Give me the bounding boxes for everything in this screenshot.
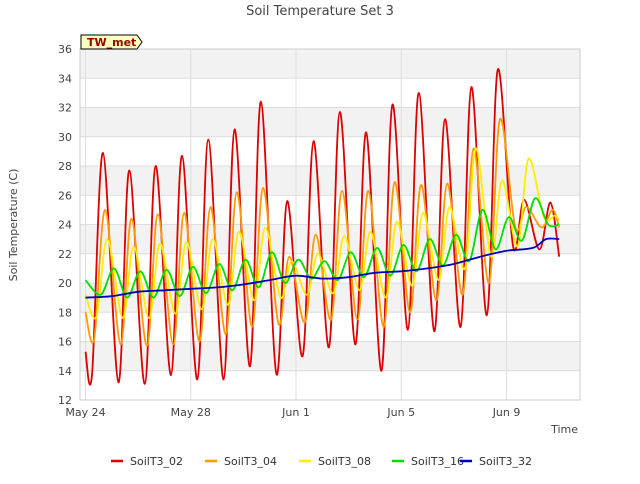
y-axis-label: Soil Temperature (C)	[7, 169, 20, 282]
chart-title: Soil Temperature Set 3	[246, 4, 394, 19]
tw-met-annotation: TW_met	[80, 34, 143, 50]
y-tick-label: 24	[58, 219, 72, 232]
legend-item-soilt3-02: SoilT3_02	[111, 455, 183, 468]
x-tick-label: May 28	[171, 406, 211, 419]
series-line-soilt3-16	[84, 197, 560, 299]
x-tick-label: Jun 5	[386, 406, 415, 419]
x-axis-label: Time	[550, 423, 578, 436]
legend-label: SoilT3_16	[411, 455, 464, 468]
y-tick-label: 16	[58, 336, 72, 349]
y-tick-label: 30	[58, 131, 72, 144]
legend-label: SoilT3_08	[318, 455, 371, 468]
legend-item-soilt3-32: SoilT3_32	[460, 455, 532, 468]
legend-label: SoilT3_32	[479, 455, 532, 468]
x-tick-label: Jun 9	[492, 406, 521, 419]
y-tick-label: 22	[58, 248, 72, 261]
plot-band	[80, 370, 580, 400]
y-tick-label: 14	[58, 365, 72, 378]
series-layer	[84, 68, 561, 386]
legend-item-soilt3-04: SoilT3_04	[205, 455, 277, 468]
annotation-box	[80, 34, 143, 50]
y-tick-label: 28	[58, 160, 72, 173]
y-axis: 12 14 16 18 20 22 24 26 28 30 32 34 36	[58, 43, 72, 407]
legend-item-soilt3-08: SoilT3_08	[299, 455, 371, 468]
legend-label: SoilT3_02	[130, 455, 183, 468]
y-tick-label: 36	[58, 43, 72, 56]
x-axis: May 24 May 28 Jun 1 Jun 5 Jun 9	[65, 406, 520, 419]
series-line-soilt3-08	[84, 147, 560, 320]
y-tick-label: 18	[58, 306, 72, 319]
plot-band	[80, 78, 580, 108]
y-tick-label: 20	[58, 277, 72, 290]
y-tick-label: 12	[58, 394, 72, 407]
plot-frame	[79, 48, 581, 401]
series-line-soilt3-32	[85, 237, 560, 299]
legend-item-soilt3-16: SoilT3_16	[392, 455, 464, 468]
plot-band	[80, 107, 580, 137]
series-line-soilt3-02	[84, 68, 561, 386]
y-tick-label: 32	[58, 102, 72, 115]
legend: SoilT3_02 SoilT3_04 SoilT3_08 SoilT3_16 Soil…	[111, 455, 532, 468]
y-tick-label: 26	[58, 189, 72, 202]
x-tick-label: Jun 1	[281, 406, 310, 419]
annotation-label: TW_met	[87, 36, 136, 49]
x-tick-label: May 24	[65, 406, 105, 419]
plot-band	[80, 195, 580, 225]
legend-label: SoilT3_04	[224, 455, 277, 468]
plot-band	[80, 49, 580, 79]
y-tick-label: 34	[58, 72, 72, 85]
